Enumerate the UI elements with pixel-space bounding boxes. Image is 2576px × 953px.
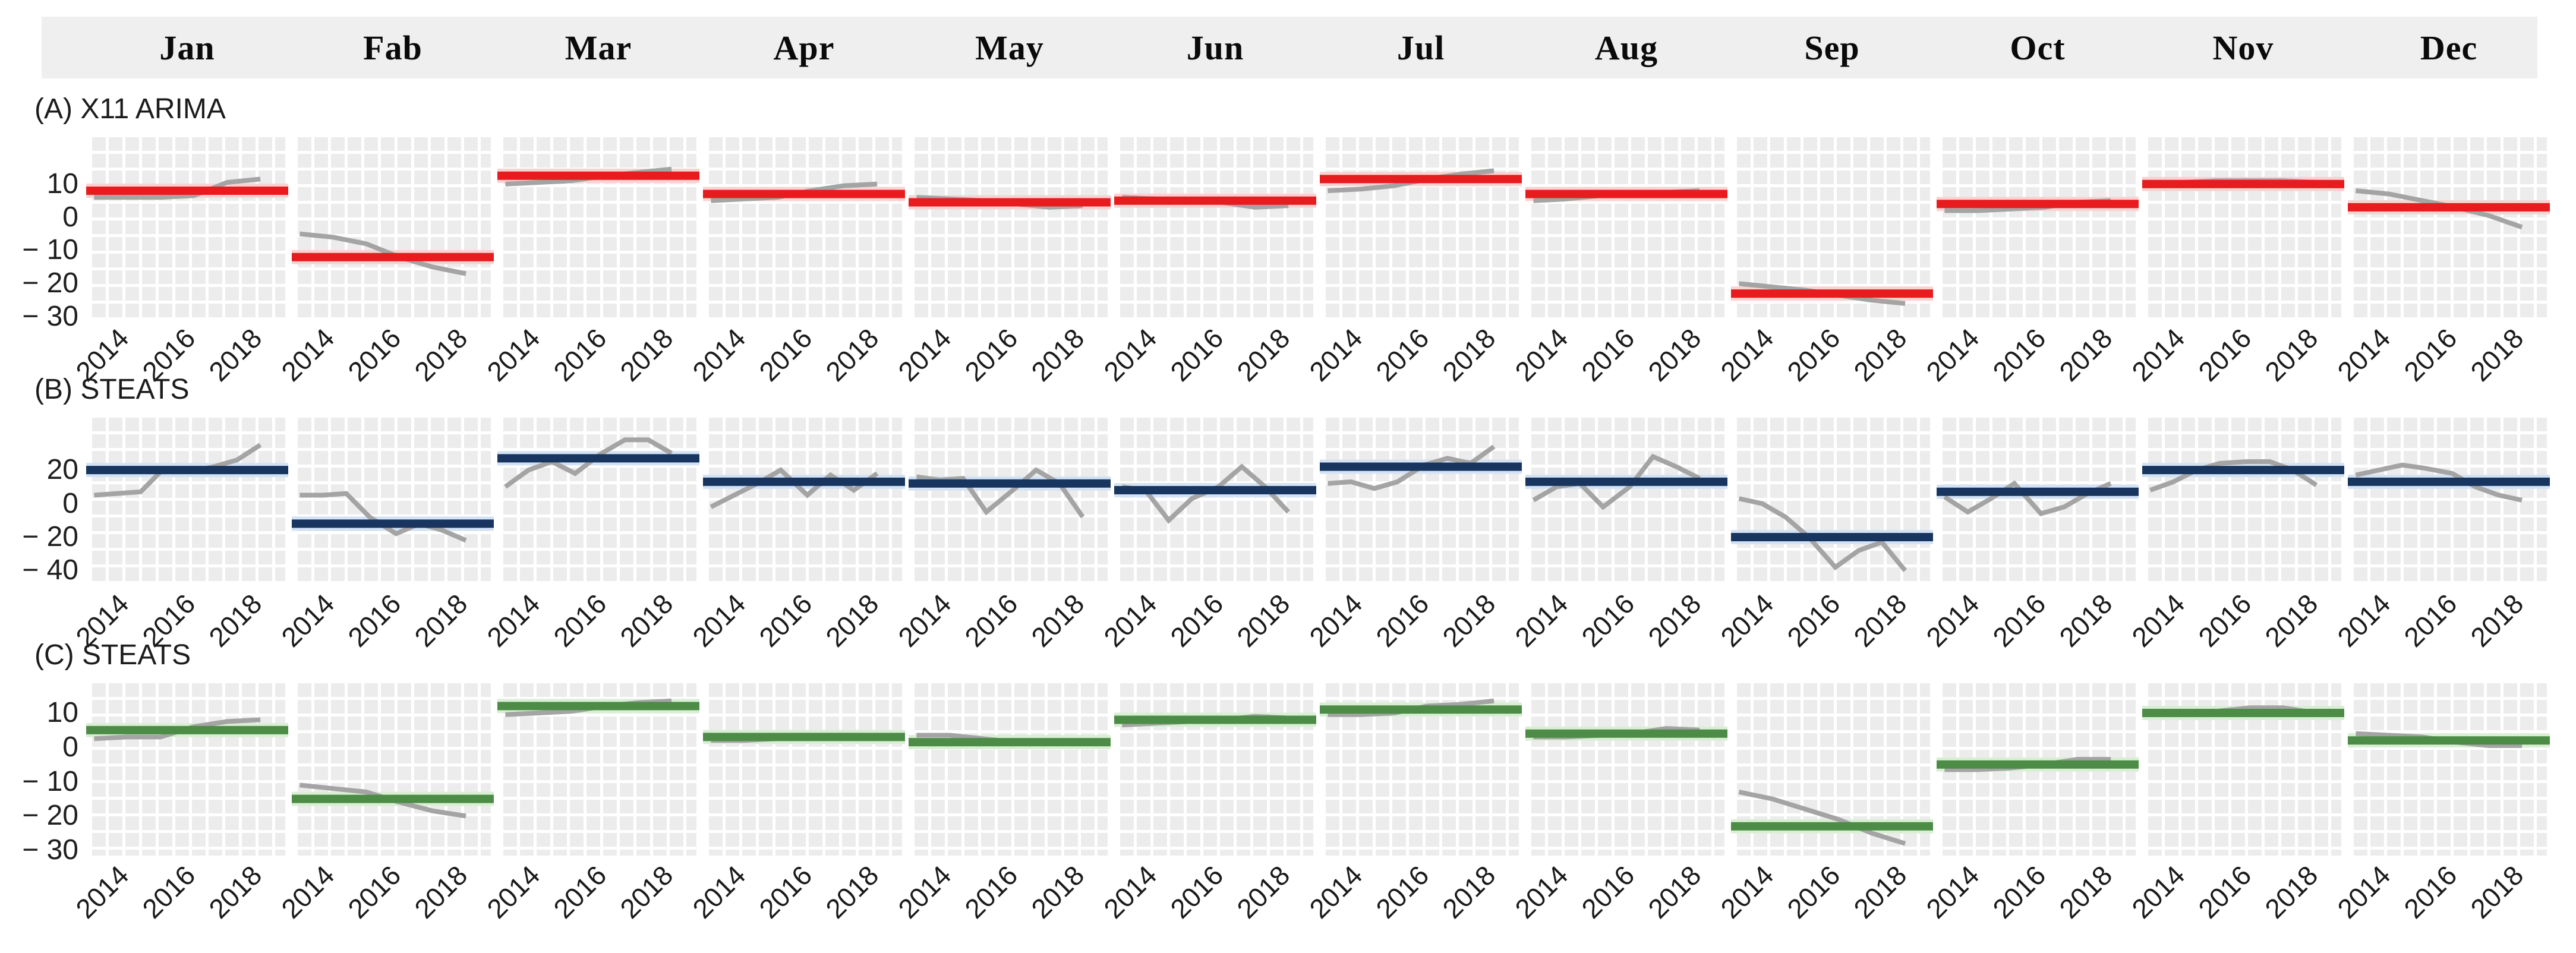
y-axis-tick-label: − 20 — [22, 800, 78, 832]
mini-chart-c-jun: 2014 2016 2018 — [1098, 680, 1316, 924]
mini-chart-a-apr: 2014 2016 2018 — [687, 134, 905, 387]
data-line — [504, 437, 673, 489]
mini-chart-c-sep: 2014 2016 2018 — [1715, 680, 1933, 924]
mini-chart-c-jul: 2014 2016 2018 — [1304, 680, 1522, 924]
mini-chart-b-apr: 2014 2016 2018 — [687, 415, 905, 653]
mini-chart-b-aug: 2014 2016 2018 — [1509, 415, 1727, 653]
seasonal-subseries-panel: Jan Fab Mar Apr May Jun Jul Aug Sep Oct Nov Dec (A)… — [0, 17, 2576, 946]
mini-chart-b-jul: 2014 2016 2018 — [1304, 415, 1522, 653]
month-header-label: Nov — [2212, 28, 2274, 67]
mini-chart-a-jul: 2014 2016 2018 — [1304, 134, 1522, 387]
mini-chart-b-jan: 2014 2016 2018 — [70, 415, 288, 653]
month-header-row: Jan Fab Mar Apr May Jun Jul Aug Sep Oct Nov Dec — [89, 17, 2547, 78]
month-header-label: Aug — [1594, 28, 1659, 67]
y-axis-tick-label: 0 — [62, 201, 78, 233]
mini-chart-b-jun: 2014 2016 2018 — [1098, 415, 1316, 653]
month-header-label: Sep — [1804, 28, 1860, 67]
month-header-label: Dec — [2420, 28, 2478, 67]
mini-chart-c-mar: 2014 2016 2018 — [481, 680, 699, 924]
month-header-label: May — [975, 28, 1044, 67]
month-header-cell-nov: Nov — [2145, 17, 2341, 78]
mini-chart-c-aug: 2014 2016 2018 — [1509, 680, 1727, 924]
data-line — [1532, 453, 1701, 510]
mini-chart-a-jun: 2014 2016 2018 — [1098, 134, 1316, 387]
mini-chart-c-dec: 2014 2016 2018 — [2332, 680, 2550, 924]
mini-chart-b-sep: 2014 2016 2018 — [1715, 415, 1933, 653]
data-line — [94, 176, 261, 200]
month-header-label: Jun — [1186, 28, 1244, 67]
mini-chart-a-dec: 2014 2016 2018 — [2332, 134, 2550, 387]
month-header-strip: Jan Fab Mar Apr May Jun Jul Aug Sep Oct Nov Dec — [42, 17, 2537, 78]
mini-chart-a-oct: 2014 2016 2018 — [1921, 134, 2139, 387]
data-line — [299, 231, 466, 276]
mini-chart-b-dec: 2014 2016 2018 — [2332, 415, 2550, 653]
row-charts-steats-c: 10 0− 10− 20− 30 2014 2016 2018 2014 2016 2018 2… — [22, 680, 2576, 924]
month-header-cell-jan: Jan — [89, 17, 285, 78]
y-axis-tick-label: − 20 — [22, 520, 78, 553]
mini-chart-b-nov: 2014 2016 2018 — [2126, 415, 2344, 653]
y-axis-tick-label: 0 — [62, 731, 78, 763]
mini-chart-b-mar: 2014 2016 2018 — [481, 415, 699, 653]
month-header-cell-may: May — [912, 17, 1108, 78]
y-axis-tick-label: − 30 — [22, 301, 78, 333]
mini-chart-a-mar: 2014 2016 2018 — [481, 134, 699, 387]
mini-chart-a-aug: 2014 2016 2018 — [1509, 134, 1727, 387]
month-header-label: Jul — [1396, 28, 1445, 67]
mini-chart-b-may: 2014 2016 2018 — [893, 415, 1111, 653]
mini-chart-a-nov: 2014 2016 2018 — [2126, 134, 2344, 387]
month-header-cell-jun: Jun — [1117, 17, 1313, 78]
mini-chart-a-sep: 2014 2016 2018 — [1715, 134, 1933, 387]
mini-chart-c-oct: 2014 2016 2018 — [1921, 680, 2139, 924]
month-header-cell-fab: Fab — [295, 17, 491, 78]
y-axis-tick-label: − 10 — [22, 234, 78, 266]
month-header-cell-aug: Aug — [1528, 17, 1724, 78]
row-label-c: (C) STEATS — [34, 639, 191, 671]
y-axis-tick-label: − 10 — [22, 765, 78, 797]
mini-chart-c-fab: 2014 2016 2018 — [276, 680, 494, 924]
month-header-cell-jul: Jul — [1323, 17, 1519, 78]
y-axis-tick-label: 10 — [46, 168, 78, 200]
month-header-label: Jan — [159, 28, 215, 67]
month-header-cell-sep: Sep — [1734, 17, 1930, 78]
month-header-label: Mar — [565, 28, 632, 67]
month-header-label: Apr — [773, 28, 835, 67]
row-label-a: (A) X11 ARIMA — [34, 93, 226, 125]
y-axis-tick-label: − 30 — [22, 834, 78, 866]
data-line — [1328, 444, 1496, 491]
data-line — [1738, 790, 1906, 846]
data-line — [2355, 462, 2523, 503]
mini-chart-b-fab: 2014 2016 2018 — [276, 415, 494, 653]
mini-chart-a-jan: 2014 2016 2018 — [70, 134, 288, 387]
month-header-cell-oct: Oct — [1940, 17, 2136, 78]
y-axis-tick-label: − 40 — [22, 554, 78, 586]
mini-chart-c-nov: 2014 2016 2018 — [2126, 680, 2344, 924]
y-axis-tick-label: 20 — [46, 454, 78, 486]
mini-chart-c-may: 2014 2016 2018 — [893, 680, 1111, 924]
y-axis-tick-label: 0 — [62, 487, 78, 519]
month-header-label: Oct — [2010, 28, 2066, 67]
mini-chart-c-apr: 2014 2016 2018 — [687, 680, 905, 924]
mini-chart-b-oct: 2014 2016 2018 — [1921, 415, 2139, 653]
row-charts-steats-b: 20 0− 20− 40 2014 2016 2018 2014 2016 2018 2014 2… — [22, 415, 2576, 653]
y-axis-tick-label: − 20 — [22, 267, 78, 299]
month-header-label: Fab — [363, 28, 422, 67]
y-axis-tick-label: 10 — [46, 696, 78, 728]
month-header-cell-apr: Apr — [706, 17, 902, 78]
month-header-cell-mar: Mar — [500, 17, 696, 78]
mini-chart-c-jan: 2014 2016 2018 — [70, 680, 288, 924]
row-label-b: (B) STEATS — [34, 374, 190, 405]
data-line — [1738, 496, 1907, 572]
mini-chart-a-fab: 2014 2016 2018 — [276, 134, 494, 387]
row-charts-x11-arima: 10 0− 10− 20− 30 2014 2016 2018 2014 2016 2018 2… — [22, 134, 2576, 387]
mini-chart-a-may: 2014 2016 2018 — [893, 134, 1111, 387]
month-header-cell-dec: Dec — [2351, 17, 2547, 78]
